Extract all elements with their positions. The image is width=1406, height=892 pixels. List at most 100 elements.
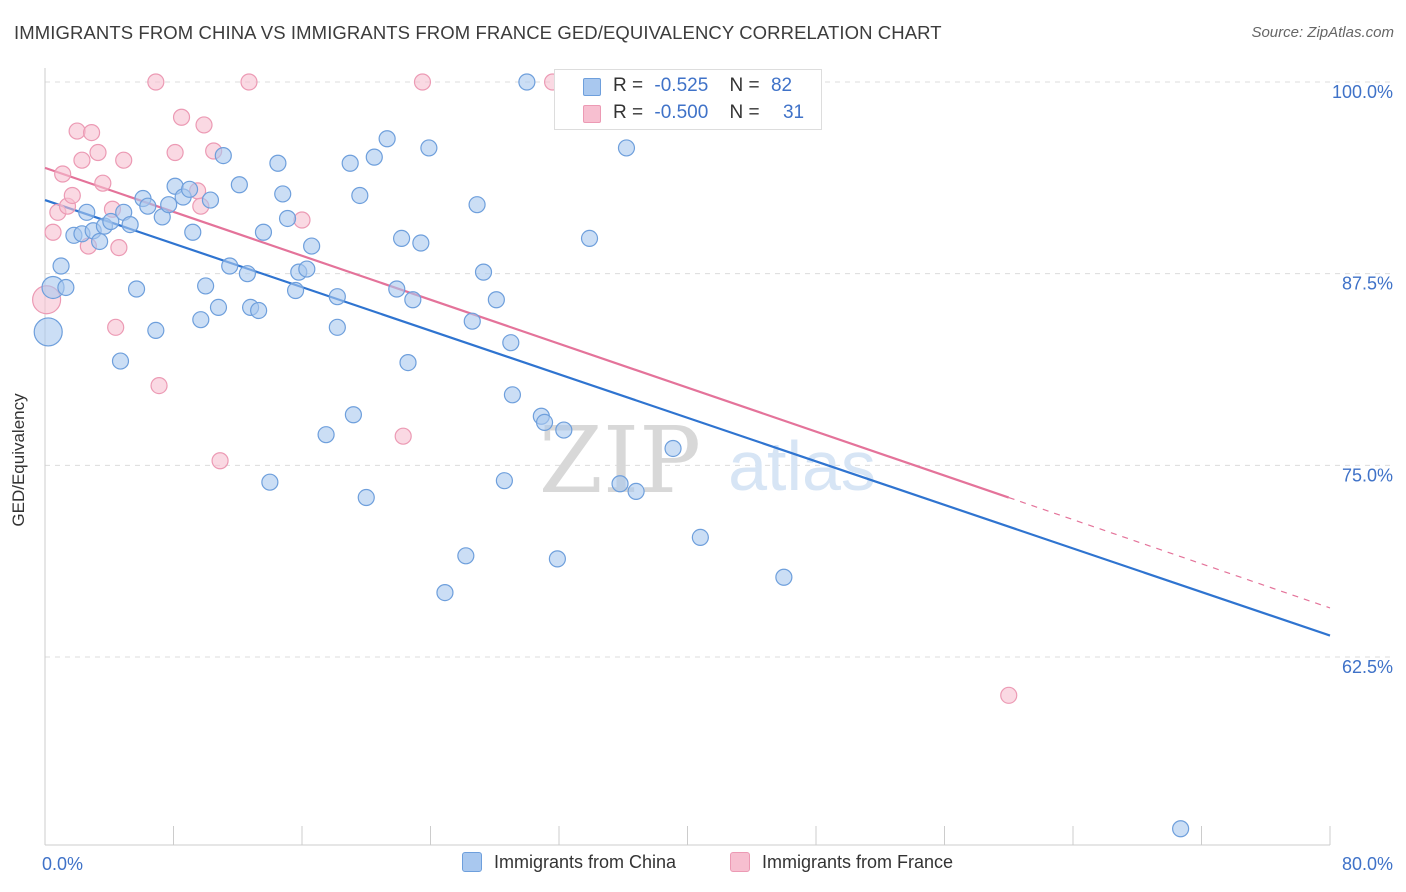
china-point (230, 176, 248, 194)
france-point (115, 151, 133, 169)
france-point (195, 116, 213, 134)
china-point (254, 223, 273, 241)
china-point (147, 321, 165, 339)
france-point (107, 318, 125, 336)
legend-r-value-france: -0.500 (654, 102, 709, 123)
china-point (57, 278, 75, 297)
china-point (502, 334, 520, 352)
china-point (580, 229, 599, 247)
y-tick-label: 87.5% (1342, 274, 1393, 294)
china-point (121, 216, 139, 234)
china-point (404, 291, 422, 309)
china-point (388, 280, 406, 298)
china-point (328, 288, 346, 306)
legend-n-label: N = (729, 75, 760, 96)
france-point (110, 239, 128, 257)
china-point (548, 550, 566, 568)
china-point (399, 354, 417, 372)
france-point (1000, 686, 1018, 704)
legend-n-value-china: 82 (770, 75, 793, 96)
china-point (420, 139, 438, 157)
y-tick-label: 75.0% (1342, 465, 1393, 485)
france-point (94, 174, 112, 192)
legend-r-label: R = (613, 75, 644, 96)
china-point (192, 311, 210, 329)
china-point (317, 426, 335, 444)
china-point (457, 547, 475, 565)
france-point (147, 73, 165, 91)
france-point (240, 73, 258, 91)
china-point (468, 196, 486, 214)
china-point (378, 130, 396, 148)
china-point (278, 209, 297, 228)
axes (44, 68, 1331, 846)
china-point (503, 386, 522, 404)
source-label: Source: ZipAtlas.com (1251, 24, 1394, 41)
legend-row-france: R = -0.500 N = 31 (555, 102, 821, 126)
legend-label-france: Immigrants from France (762, 852, 954, 872)
china-point (111, 352, 130, 370)
china-point (214, 147, 232, 165)
china-point (78, 203, 96, 221)
china-point (221, 257, 239, 275)
legend-swatch-france (730, 852, 750, 872)
france-point (211, 452, 229, 470)
china-point (91, 232, 109, 251)
china-point (344, 406, 362, 424)
china-point (341, 154, 359, 172)
y-tick-label: 100.0% (1332, 82, 1393, 102)
legend-n-value-france: 31 (782, 102, 805, 123)
legend-swatch-china (462, 852, 482, 872)
china-point (201, 191, 220, 209)
china-point (127, 280, 146, 298)
china-point (102, 212, 120, 231)
y-axis-label: GED/Equivalency (9, 393, 28, 527)
china-point (617, 139, 636, 157)
china-point (250, 301, 268, 320)
x-tick-label: 0.0% (42, 854, 83, 874)
legend-label-china: Immigrants from China (494, 852, 677, 872)
china-point (463, 312, 481, 330)
china-point (303, 237, 321, 255)
china-point (664, 439, 682, 458)
china-trend-line (44, 199, 1331, 637)
tick-labels: 62.5% 75.0% 87.5% 100.0% 0.0% 80.0% (42, 82, 1393, 874)
legend-n-label: N = (729, 102, 760, 123)
china-point (180, 180, 199, 198)
china-point (328, 318, 346, 336)
france-point (82, 124, 101, 142)
france-point (54, 165, 72, 183)
bottom-legend-china: Immigrants from China (462, 852, 676, 873)
legend-swatch-france (583, 105, 601, 123)
y-tick-label: 62.5% (1342, 657, 1393, 677)
trend-lines (44, 166, 1331, 637)
chart-title: IMMIGRANTS FROM CHINA VS IMMIGRANTS FROM… (14, 22, 942, 43)
china-point (412, 234, 430, 252)
legend-r-value-china: -0.525 (654, 75, 709, 96)
china-point (351, 186, 369, 205)
china-point (261, 473, 279, 491)
china-point (555, 421, 573, 439)
china-point (286, 281, 305, 300)
france-point (89, 143, 107, 162)
correlation-legend: R = -0.525 N = 82 R = -0.500 N = 31 (554, 69, 822, 130)
china-point (184, 223, 202, 241)
china-point (392, 229, 411, 247)
china-point (269, 154, 287, 172)
china-point (52, 257, 70, 275)
france-point (166, 143, 184, 162)
china-point (238, 265, 256, 283)
france-point (73, 151, 91, 169)
legend-r-label: R = (613, 102, 644, 123)
china-point (775, 568, 793, 586)
china-point (357, 488, 375, 507)
china-point (139, 197, 157, 215)
france-point (150, 377, 168, 395)
france-trend-line (44, 166, 1010, 499)
china-point (33, 317, 63, 347)
china-point (160, 196, 178, 214)
china-point (474, 263, 493, 281)
france-point (172, 108, 191, 126)
france-point (413, 73, 432, 91)
